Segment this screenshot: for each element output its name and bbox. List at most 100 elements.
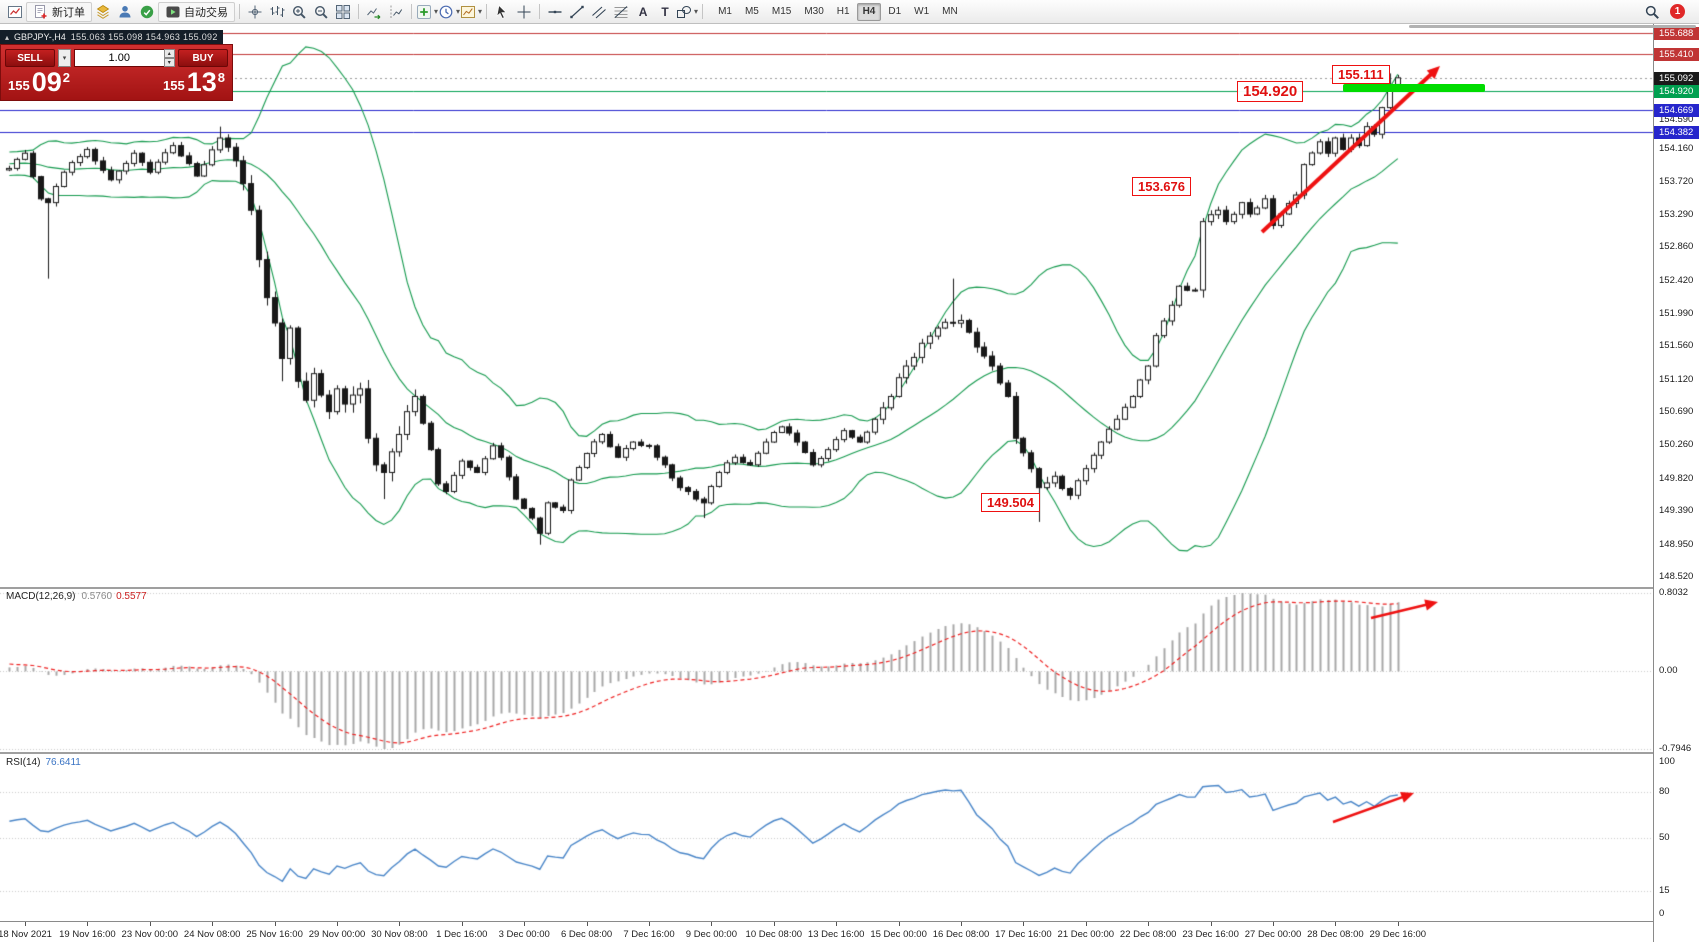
price-axis[interactable]: 154.590 154.160 153.720 153.290 152.860 152.4…: [1653, 24, 1699, 942]
time-axis-label: 17 Dec 16:00: [995, 929, 1052, 940]
timeframe-H4[interactable]: H4: [856, 2, 882, 21]
new-order-icon: [33, 4, 49, 20]
timeframe-H1[interactable]: H1: [836, 6, 850, 17]
collapse-icon[interactable]: ▴: [5, 32, 10, 42]
price-axis-level-label: 155.688: [1654, 26, 1699, 40]
chart-shift-icon[interactable]: [385, 2, 407, 22]
chevron-down-icon: ▾: [478, 7, 483, 16]
community-icon-icon: [139, 4, 155, 20]
volume-decrease-button[interactable]: ▾: [163, 58, 175, 67]
chevron-down-icon: ▾: [434, 7, 439, 16]
navigator-icon[interactable]: [114, 2, 136, 22]
label-icon[interactable]: T: [654, 2, 676, 22]
macd-axis-label: 0.00: [1654, 665, 1699, 678]
macd-axis-label: -0.7946: [1654, 743, 1699, 755]
macd-signal-value: 0.5577: [116, 591, 147, 602]
timeframe-D1[interactable]: D1: [888, 6, 902, 17]
volume-increase-button[interactable]: ▴: [163, 49, 175, 58]
supply-zone-highlight[interactable]: [1343, 84, 1485, 92]
timeframe-MN[interactable]: MN: [942, 6, 958, 17]
timeframe-M15[interactable]: M15: [771, 6, 792, 17]
time-axis-tick: [212, 922, 214, 926]
time-axis[interactable]: 18 Nov 2021 19 Nov 16:00 23 Nov 00:00 24 No…: [0, 921, 1653, 942]
new-order-button[interactable]: 新订单: [26, 1, 92, 22]
fibonacci-icon[interactable]: [610, 2, 632, 22]
time-axis-tick: [898, 922, 900, 926]
time-axis-label: 15 Dec 00:00: [870, 929, 927, 940]
time-axis-label: 18 Nov 2021: [0, 929, 52, 940]
trendline-icon[interactable]: [566, 2, 588, 22]
time-axis-label: 29 Dec 16:00: [1369, 929, 1427, 940]
tile-windows-icon-icon: [335, 4, 351, 20]
price-annotation[interactable]: 155.111: [1332, 65, 1390, 84]
price-axis-label: 153.720: [1654, 176, 1699, 189]
indicators-dropdown[interactable]: ▾: [416, 2, 438, 22]
zoom-out-icon[interactable]: [310, 2, 332, 22]
time-axis-tick: [1148, 922, 1150, 926]
toolbar-separator: [358, 4, 359, 19]
community-icon[interactable]: [136, 2, 158, 22]
price-annotation[interactable]: 149.504: [981, 493, 1040, 512]
text-icon: A: [638, 4, 648, 19]
timeframe-M1[interactable]: M1: [718, 6, 732, 17]
chevron-down-icon: ▾: [456, 7, 461, 16]
horizontal-line-icon-icon: [547, 4, 563, 20]
chart-symbol-header[interactable]: ▴ GBPJPY-,H4 155.063 155.098 154.963 155…: [0, 30, 223, 44]
sell-button[interactable]: SELL: [5, 49, 55, 67]
rsi-axis-label: 15: [1654, 885, 1699, 898]
chart-window-icon[interactable]: [4, 2, 26, 22]
price-axis-label: 154.590: [1654, 113, 1699, 126]
auto-trading-button[interactable]: 自动交易: [158, 1, 235, 22]
buy-button[interactable]: BUY: [178, 49, 228, 67]
panel-separator-macd-rsi[interactable]: [0, 752, 1699, 754]
market-watch-icon[interactable]: [92, 2, 114, 22]
price-annotation[interactable]: 153.676: [1132, 177, 1191, 196]
crosshair-mode-icon-icon: [247, 4, 263, 20]
time-axis-tick: [1397, 922, 1399, 926]
timeframe-M30[interactable]: M30: [804, 6, 824, 17]
one-click-trading-panel: ▴ GBPJPY-,H4 155.063 155.098 154.963 155…: [0, 30, 233, 101]
crosshair-mode-icon[interactable]: [244, 2, 266, 22]
crosshair-icon[interactable]: [513, 2, 535, 22]
time-axis-tick: [1085, 922, 1087, 926]
templates-icon: [460, 4, 476, 20]
bar-chart-icon[interactable]: [266, 2, 288, 22]
macd-indicator-label: MACD(12,26,9) 0.5760 0.5577: [6, 591, 147, 602]
text-icon[interactable]: A: [632, 2, 654, 22]
cursor-icon[interactable]: [491, 2, 513, 22]
timeframe-W1[interactable]: W1: [914, 6, 930, 17]
new-order-button-label: 新订单: [52, 6, 85, 19]
chevron-down-icon: ▾: [694, 7, 699, 16]
time-axis-label: 25 Nov 16:00: [246, 929, 303, 940]
price-axis-level-label: 154.920: [1654, 84, 1699, 98]
toolbar-separator: [539, 4, 541, 19]
periods-dropdown[interactable]: ▾: [438, 2, 460, 22]
price-axis-label: 151.990: [1654, 307, 1699, 320]
panel-separator-main-macd[interactable]: [0, 587, 1699, 589]
auto-scroll-icon[interactable]: [363, 2, 385, 22]
search-icon[interactable]: [1641, 2, 1663, 22]
label-icon: T: [661, 4, 669, 19]
tile-windows-icon[interactable]: [332, 2, 354, 22]
timeframe-toolbar: M1 M5 M15 M30 H1 H4 D1 W1 MN: [712, 2, 964, 21]
arrows-dropdown[interactable]: ▾: [676, 2, 698, 22]
notification-badge[interactable]: 1: [1670, 4, 1685, 19]
volume-input[interactable]: [74, 49, 164, 67]
time-axis-label: 24 Nov 08:00: [183, 929, 241, 940]
trade-panel-body: SELL ▾ ▴ ▾ BUY 155 09 2 155: [0, 44, 233, 101]
zoom-in-icon[interactable]: [288, 2, 310, 22]
price-axis-label: 148.520: [1654, 571, 1699, 584]
horizontal-line-icon[interactable]: [544, 2, 566, 22]
chart-scrollbar[interactable]: [1409, 25, 1696, 28]
volume-preset-dropdown[interactable]: ▾: [58, 49, 71, 67]
price-axis-level-label: 155.092: [1654, 71, 1699, 85]
buy-price: 155 13 8: [163, 67, 225, 97]
time-axis-tick: [461, 922, 463, 926]
time-axis-tick: [836, 922, 838, 926]
templates-dropdown[interactable]: ▾: [460, 2, 482, 22]
price-annotation[interactable]: 154.920: [1237, 81, 1304, 102]
equidistant-channel-icon[interactable]: [588, 2, 610, 22]
price-axis-label: 152.420: [1654, 274, 1699, 287]
timeframe-M5[interactable]: M5: [744, 6, 759, 17]
